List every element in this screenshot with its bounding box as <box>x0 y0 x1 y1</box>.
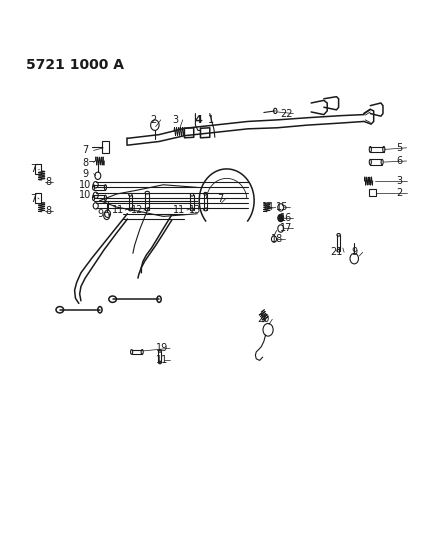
Text: 8: 8 <box>82 158 88 167</box>
Text: 3: 3 <box>172 115 178 125</box>
Text: 21: 21 <box>330 247 343 257</box>
Text: 15: 15 <box>276 203 288 213</box>
Text: 1: 1 <box>208 115 214 125</box>
Text: 16: 16 <box>279 213 292 223</box>
Text: 9: 9 <box>82 168 88 179</box>
Text: 3: 3 <box>396 176 402 186</box>
Text: 9: 9 <box>97 209 103 219</box>
Text: 8: 8 <box>45 206 51 216</box>
Text: 12: 12 <box>131 205 143 215</box>
Text: 5721 1000 A: 5721 1000 A <box>26 58 124 72</box>
Text: 7: 7 <box>30 194 36 204</box>
Text: 11: 11 <box>112 205 124 215</box>
Circle shape <box>278 214 284 222</box>
Text: 20: 20 <box>258 314 270 324</box>
Text: 6: 6 <box>396 156 402 166</box>
Text: 22: 22 <box>280 109 293 118</box>
Text: 14: 14 <box>262 203 274 213</box>
Text: 11: 11 <box>173 205 185 215</box>
Text: 9: 9 <box>351 247 357 257</box>
Text: 10: 10 <box>79 190 91 200</box>
Text: 10: 10 <box>79 180 91 190</box>
Bar <box>102 141 109 152</box>
Text: 7: 7 <box>30 164 36 174</box>
Text: 2: 2 <box>396 188 402 198</box>
Text: 7: 7 <box>217 194 223 204</box>
Text: 11: 11 <box>156 356 169 366</box>
Bar <box>369 189 376 196</box>
Text: 5: 5 <box>396 143 402 153</box>
Text: 13: 13 <box>189 205 202 215</box>
Text: 18: 18 <box>271 233 283 244</box>
Bar <box>35 193 41 203</box>
Text: 19: 19 <box>156 343 169 353</box>
Text: 17: 17 <box>279 223 292 233</box>
Text: 7: 7 <box>82 146 88 156</box>
Text: 8: 8 <box>45 177 51 187</box>
Bar <box>35 164 41 174</box>
Text: 2: 2 <box>150 115 156 125</box>
Text: 4: 4 <box>194 115 202 125</box>
